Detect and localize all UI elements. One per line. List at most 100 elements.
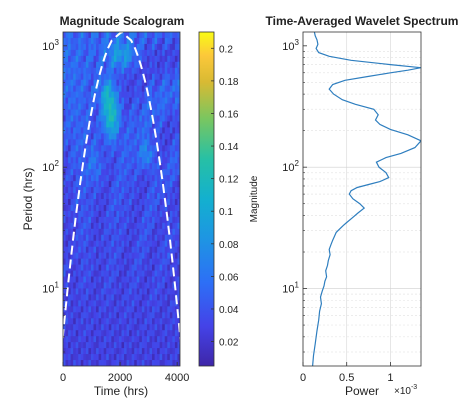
scalogram-cell bbox=[113, 37, 117, 45]
scalogram-cell bbox=[177, 336, 180, 343]
scalogram-cell bbox=[75, 145, 79, 152]
scalogram-cell bbox=[124, 282, 127, 289]
scalogram-cell bbox=[177, 37, 180, 45]
scalogram-cell bbox=[157, 97, 161, 104]
scalogram-cell bbox=[90, 222, 94, 230]
scalogram-cell bbox=[129, 157, 133, 164]
scalogram-cell bbox=[65, 318, 69, 325]
scalogram-cell bbox=[111, 175, 115, 182]
scalogram-cell bbox=[93, 240, 97, 248]
scalogram-cell bbox=[152, 139, 155, 146]
scalogram-cell bbox=[152, 270, 155, 277]
scalogram-cell bbox=[139, 163, 143, 170]
scalogram-cell bbox=[136, 228, 140, 236]
scalogram-cell bbox=[106, 240, 110, 248]
scalogram-cell bbox=[162, 210, 166, 218]
scalogram-cell bbox=[118, 312, 122, 319]
scalogram-cell bbox=[159, 312, 163, 319]
scalogram-cell bbox=[141, 342, 145, 349]
scalogram-cell bbox=[164, 103, 168, 110]
scalogram-cell bbox=[65, 193, 69, 200]
scalogram-cell bbox=[121, 330, 125, 337]
scalogram-cell bbox=[90, 216, 94, 224]
scalogram-cell bbox=[164, 204, 168, 212]
scalogram-cell bbox=[68, 216, 72, 224]
scalogram-cell bbox=[141, 270, 145, 277]
scalogram-cell bbox=[101, 210, 105, 218]
scalogram-cell bbox=[121, 67, 125, 75]
scalogram-cell bbox=[157, 187, 161, 194]
scalogram-cell bbox=[162, 252, 166, 260]
scalogram-cell bbox=[131, 121, 135, 128]
scalogram-cell bbox=[101, 282, 105, 289]
scalogram-cell bbox=[101, 312, 105, 319]
scalogram-cell bbox=[113, 187, 117, 194]
scalogram-cell bbox=[139, 210, 143, 218]
scalogram-cell bbox=[93, 312, 97, 319]
scalogram-cell bbox=[146, 163, 150, 170]
scalogram-cell bbox=[141, 103, 145, 110]
scalogram-cell bbox=[162, 306, 166, 313]
scalogram-cell bbox=[169, 276, 173, 283]
scalogram-cell bbox=[68, 175, 72, 182]
scalogram-cell bbox=[106, 97, 110, 104]
scalogram-cell bbox=[113, 234, 117, 242]
scalogram-cell bbox=[139, 157, 143, 164]
scalogram-cell bbox=[162, 222, 166, 230]
scalogram-cell bbox=[157, 252, 161, 260]
scalogram-cell bbox=[141, 228, 145, 236]
scalogram-cell bbox=[80, 133, 84, 140]
scalogram-cell bbox=[103, 193, 107, 200]
scalogram-cell bbox=[174, 91, 178, 98]
scalogram-cell bbox=[83, 342, 87, 349]
scalogram-cell bbox=[126, 354, 130, 361]
scalogram-cell bbox=[118, 264, 122, 271]
scalogram-cell bbox=[116, 43, 120, 51]
scalogram-cell bbox=[124, 318, 127, 325]
scalogram-cell bbox=[144, 187, 148, 194]
scalogram-cell bbox=[159, 133, 163, 140]
scalogram-cell bbox=[126, 193, 130, 200]
scalogram-cell bbox=[136, 288, 140, 295]
scalogram-cell bbox=[96, 318, 100, 325]
scalogram-cell bbox=[93, 169, 97, 176]
scalogram-cell bbox=[90, 330, 94, 337]
scalogram-cell bbox=[73, 32, 77, 39]
scalogram-cell bbox=[101, 103, 105, 110]
scalogram-cell bbox=[146, 121, 150, 128]
scalogram-cell bbox=[139, 115, 143, 122]
scalogram-cell bbox=[124, 85, 127, 93]
scalogram-cell bbox=[136, 348, 140, 355]
scalogram-cell bbox=[141, 37, 145, 45]
scalogram-cell bbox=[85, 85, 89, 93]
scalogram-cell bbox=[103, 336, 107, 343]
scalogram-cell bbox=[85, 121, 89, 128]
scalogram-cell bbox=[124, 181, 127, 188]
scalogram-cell bbox=[83, 37, 87, 45]
scalogram-cell bbox=[98, 85, 102, 93]
scalogram-cell bbox=[129, 264, 133, 271]
scalogram-cell bbox=[177, 210, 180, 218]
scalogram-cell bbox=[152, 258, 155, 265]
scalogram-cell bbox=[85, 97, 89, 104]
scalogram-cell bbox=[103, 37, 107, 45]
scalogram-cell bbox=[144, 222, 148, 230]
scalogram-cell bbox=[78, 85, 82, 93]
scalogram-cell bbox=[141, 300, 145, 307]
scalogram-cell bbox=[103, 127, 107, 134]
scalogram-cell bbox=[78, 288, 82, 295]
scalogram-cell bbox=[111, 37, 115, 45]
scalogram-cell bbox=[124, 312, 127, 319]
scalogram-cell bbox=[101, 234, 105, 242]
scalogram-cell bbox=[144, 199, 148, 206]
scalogram-cell bbox=[139, 55, 143, 63]
scalogram-cell bbox=[139, 288, 143, 295]
scalogram-cell bbox=[177, 246, 180, 254]
scalogram-cell bbox=[129, 288, 133, 295]
scalogram-cell bbox=[96, 252, 100, 260]
scalogram-cell bbox=[106, 276, 110, 283]
scalogram-cell bbox=[75, 199, 79, 206]
scalogram-cell bbox=[83, 103, 87, 110]
scalogram-cell bbox=[68, 312, 72, 319]
scalogram-cell bbox=[111, 139, 115, 146]
